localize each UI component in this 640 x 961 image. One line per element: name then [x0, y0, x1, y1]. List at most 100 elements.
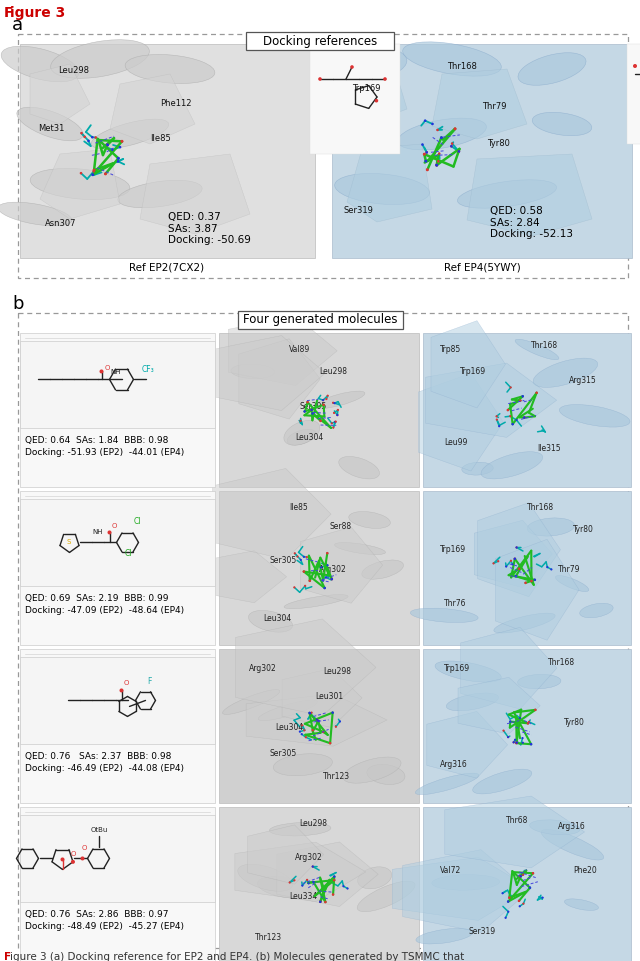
Ellipse shape	[248, 610, 292, 632]
Polygon shape	[474, 520, 552, 587]
Ellipse shape	[301, 725, 303, 727]
Ellipse shape	[507, 736, 509, 738]
Ellipse shape	[533, 358, 598, 387]
Ellipse shape	[397, 118, 486, 150]
Text: Docking: -48.49 (EP2)  -45.27 (EP4): Docking: -48.49 (EP2) -45.27 (EP4)	[25, 922, 184, 930]
Ellipse shape	[320, 566, 322, 569]
Ellipse shape	[505, 565, 508, 568]
Ellipse shape	[508, 897, 511, 899]
Polygon shape	[431, 321, 506, 407]
Ellipse shape	[440, 136, 443, 139]
Ellipse shape	[330, 578, 333, 580]
Polygon shape	[419, 373, 504, 471]
Ellipse shape	[494, 613, 555, 633]
Bar	[20, 341, 215, 428]
Ellipse shape	[300, 420, 301, 422]
Ellipse shape	[334, 421, 336, 423]
Ellipse shape	[312, 729, 314, 731]
Ellipse shape	[332, 402, 334, 404]
Text: Thr168: Thr168	[531, 341, 558, 350]
Ellipse shape	[509, 721, 511, 723]
Ellipse shape	[515, 575, 517, 578]
Text: Thr76: Thr76	[444, 599, 467, 607]
Ellipse shape	[515, 547, 518, 549]
Text: Leu298: Leu298	[319, 367, 347, 376]
Text: QED: 0.37
SAs: 3.87
Docking: -50.69: QED: 0.37 SAs: 3.87 Docking: -50.69	[168, 212, 251, 245]
Ellipse shape	[284, 595, 348, 608]
Ellipse shape	[451, 142, 453, 145]
Text: Docking: -47.09 (EP2)  -48.64 (EP4): Docking: -47.09 (EP2) -48.64 (EP4)	[25, 605, 184, 615]
Text: Leu304: Leu304	[263, 614, 291, 623]
Text: NH: NH	[111, 369, 121, 376]
Ellipse shape	[336, 414, 339, 416]
Text: Thr168: Thr168	[447, 62, 477, 71]
Ellipse shape	[333, 879, 335, 881]
Text: Ile315: Ile315	[538, 444, 561, 453]
Ellipse shape	[421, 143, 424, 146]
Text: Docking references: Docking references	[263, 35, 377, 47]
Ellipse shape	[450, 145, 452, 148]
Text: Thr168: Thr168	[527, 504, 554, 512]
Ellipse shape	[333, 402, 336, 405]
Ellipse shape	[325, 398, 328, 400]
Ellipse shape	[431, 123, 434, 125]
Text: Ile85: Ile85	[289, 504, 308, 512]
Ellipse shape	[323, 587, 326, 589]
Ellipse shape	[510, 559, 512, 562]
Ellipse shape	[446, 693, 499, 711]
Ellipse shape	[436, 129, 439, 132]
Ellipse shape	[458, 180, 557, 209]
Ellipse shape	[332, 894, 334, 896]
Ellipse shape	[432, 875, 500, 890]
Bar	[238, 311, 403, 329]
Ellipse shape	[237, 864, 292, 891]
Polygon shape	[277, 842, 378, 906]
Ellipse shape	[458, 150, 460, 153]
Ellipse shape	[513, 557, 516, 560]
Ellipse shape	[331, 422, 333, 425]
Ellipse shape	[117, 157, 120, 160]
Polygon shape	[239, 339, 320, 419]
Ellipse shape	[316, 719, 318, 721]
Ellipse shape	[326, 564, 329, 566]
Ellipse shape	[527, 722, 529, 725]
Ellipse shape	[304, 584, 307, 587]
Text: QED: 0.76  SAs: 2.86  BBB: 0.97: QED: 0.76 SAs: 2.86 BBB: 0.97	[25, 910, 168, 919]
Text: igure 3: igure 3	[10, 6, 65, 20]
Text: Arg316: Arg316	[558, 823, 586, 831]
Ellipse shape	[335, 726, 337, 727]
Ellipse shape	[564, 899, 598, 910]
Text: Leu298: Leu298	[299, 820, 327, 828]
Ellipse shape	[287, 430, 316, 445]
Bar	[18, 34, 628, 278]
Ellipse shape	[306, 878, 308, 881]
Text: O: O	[124, 680, 129, 686]
Text: Ser305: Ser305	[299, 403, 326, 411]
Ellipse shape	[529, 886, 531, 889]
Ellipse shape	[333, 412, 335, 414]
Ellipse shape	[223, 690, 280, 714]
Text: Leu334: Leu334	[289, 892, 317, 900]
Ellipse shape	[532, 112, 592, 136]
Polygon shape	[458, 678, 540, 734]
Ellipse shape	[522, 874, 524, 875]
Polygon shape	[467, 154, 592, 236]
Ellipse shape	[301, 884, 303, 887]
Ellipse shape	[311, 412, 314, 415]
Ellipse shape	[532, 872, 534, 875]
Ellipse shape	[424, 160, 428, 162]
Ellipse shape	[80, 172, 83, 175]
Ellipse shape	[515, 742, 518, 745]
Ellipse shape	[317, 46, 407, 82]
Ellipse shape	[518, 53, 586, 86]
Polygon shape	[235, 842, 366, 901]
Ellipse shape	[507, 408, 509, 411]
Text: Ser305: Ser305	[269, 750, 296, 758]
Ellipse shape	[94, 136, 97, 138]
Ellipse shape	[91, 136, 93, 138]
Ellipse shape	[335, 421, 337, 423]
Ellipse shape	[426, 151, 428, 154]
Bar	[246, 32, 394, 50]
Bar	[20, 815, 215, 902]
Ellipse shape	[518, 899, 520, 902]
